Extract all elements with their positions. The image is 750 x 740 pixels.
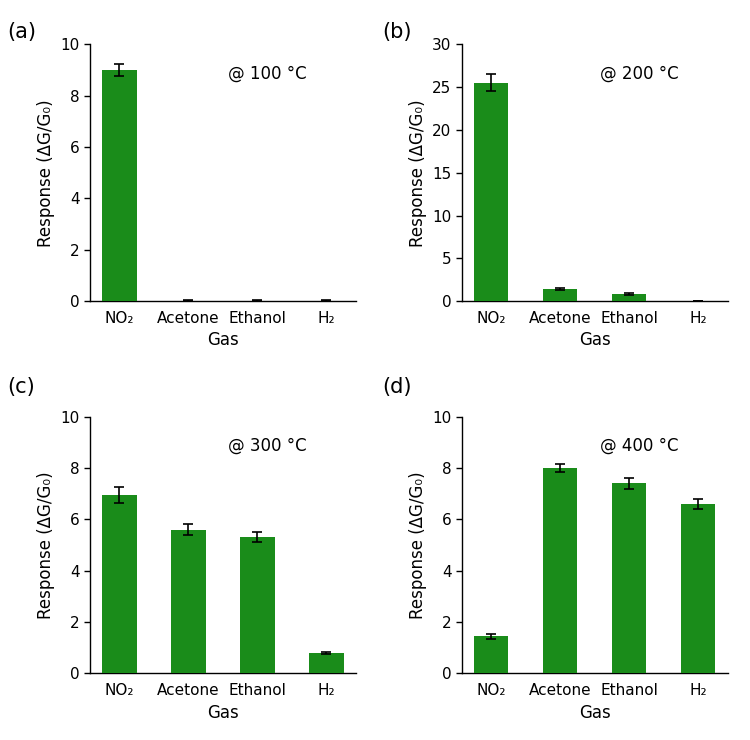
X-axis label: Gas: Gas: [207, 332, 238, 349]
Bar: [309, 653, 344, 673]
Text: (b): (b): [382, 22, 412, 42]
Bar: [102, 495, 136, 673]
Y-axis label: Response (ΔG/G₀): Response (ΔG/G₀): [409, 471, 427, 619]
Bar: [543, 289, 578, 301]
Bar: [102, 70, 136, 301]
Text: (d): (d): [382, 377, 412, 397]
Bar: [543, 468, 578, 673]
Bar: [474, 636, 508, 673]
X-axis label: Gas: Gas: [207, 704, 238, 722]
X-axis label: Gas: Gas: [579, 704, 610, 722]
Y-axis label: Response (ΔG/G₀): Response (ΔG/G₀): [37, 99, 55, 246]
Bar: [681, 504, 716, 673]
Text: @ 200 °C: @ 200 °C: [600, 65, 679, 83]
Bar: [612, 294, 646, 301]
X-axis label: Gas: Gas: [579, 332, 610, 349]
Bar: [612, 483, 646, 673]
Text: @ 400 °C: @ 400 °C: [600, 437, 679, 455]
Bar: [240, 537, 274, 673]
Text: (a): (a): [8, 22, 37, 42]
Text: @ 100 °C: @ 100 °C: [228, 65, 307, 83]
Bar: [171, 530, 206, 673]
Y-axis label: Response (ΔG/G₀): Response (ΔG/G₀): [37, 471, 55, 619]
Text: @ 300 °C: @ 300 °C: [228, 437, 307, 455]
Bar: [474, 83, 508, 301]
Y-axis label: Response (ΔG/G₀): Response (ΔG/G₀): [409, 99, 427, 246]
Text: (c): (c): [8, 377, 35, 397]
